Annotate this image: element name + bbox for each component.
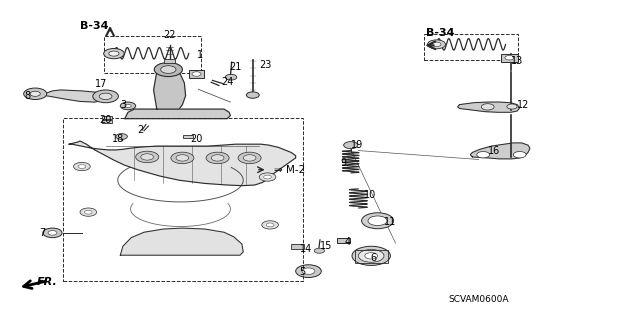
Circle shape xyxy=(171,152,194,164)
Circle shape xyxy=(154,63,182,77)
Text: SCVAM0600A: SCVAM0600A xyxy=(448,295,509,304)
Text: 22: 22 xyxy=(163,30,176,40)
Bar xyxy=(63,118,303,281)
Text: 17: 17 xyxy=(95,78,107,89)
Text: 9: 9 xyxy=(340,158,347,168)
Circle shape xyxy=(368,216,387,226)
Circle shape xyxy=(428,40,445,49)
Bar xyxy=(424,34,518,60)
Circle shape xyxy=(314,248,324,253)
Polygon shape xyxy=(125,109,230,119)
Circle shape xyxy=(296,265,321,278)
Circle shape xyxy=(74,162,90,171)
Text: 6: 6 xyxy=(370,253,376,263)
FancyBboxPatch shape xyxy=(102,116,112,119)
FancyBboxPatch shape xyxy=(337,238,350,243)
Text: 11: 11 xyxy=(384,217,396,227)
Circle shape xyxy=(513,152,526,158)
Circle shape xyxy=(243,155,256,161)
Circle shape xyxy=(24,88,47,100)
Text: 13: 13 xyxy=(511,56,523,66)
Text: 1: 1 xyxy=(197,50,204,60)
Circle shape xyxy=(161,66,176,73)
Circle shape xyxy=(432,42,441,47)
Circle shape xyxy=(362,213,394,229)
Circle shape xyxy=(93,90,118,103)
FancyBboxPatch shape xyxy=(189,70,204,78)
Circle shape xyxy=(43,228,62,238)
Text: FR.: FR. xyxy=(37,277,58,287)
Text: B-34: B-34 xyxy=(426,28,454,39)
Circle shape xyxy=(238,152,261,164)
Circle shape xyxy=(344,142,358,149)
Circle shape xyxy=(365,253,378,259)
Text: 12: 12 xyxy=(517,100,529,110)
Circle shape xyxy=(176,155,189,161)
Polygon shape xyxy=(458,102,520,112)
Text: 15: 15 xyxy=(320,241,332,251)
Circle shape xyxy=(206,152,229,164)
Circle shape xyxy=(481,104,494,110)
Circle shape xyxy=(99,93,112,100)
Polygon shape xyxy=(154,72,186,109)
Text: 7: 7 xyxy=(40,228,46,238)
Text: 19: 19 xyxy=(351,140,363,150)
Circle shape xyxy=(302,268,315,274)
Circle shape xyxy=(78,165,86,168)
FancyBboxPatch shape xyxy=(183,135,193,138)
Polygon shape xyxy=(42,90,108,102)
Text: 3: 3 xyxy=(120,100,127,110)
Text: 5: 5 xyxy=(300,267,306,277)
Circle shape xyxy=(505,56,514,60)
Circle shape xyxy=(246,92,259,98)
Text: ⇒ M-2: ⇒ M-2 xyxy=(274,165,305,175)
Text: 2: 2 xyxy=(138,125,144,135)
Text: 4: 4 xyxy=(344,237,351,247)
Circle shape xyxy=(125,104,131,108)
Text: 16: 16 xyxy=(488,145,500,156)
Circle shape xyxy=(211,155,224,161)
FancyBboxPatch shape xyxy=(501,54,518,62)
Circle shape xyxy=(225,74,237,80)
Text: 14: 14 xyxy=(300,244,312,255)
Circle shape xyxy=(120,102,136,110)
Circle shape xyxy=(116,134,127,139)
Text: 20: 20 xyxy=(99,115,111,125)
Circle shape xyxy=(262,221,278,229)
Circle shape xyxy=(136,151,159,163)
Circle shape xyxy=(109,51,119,56)
Text: 24: 24 xyxy=(221,77,233,87)
Circle shape xyxy=(264,175,271,179)
Circle shape xyxy=(358,249,384,262)
Circle shape xyxy=(48,231,57,235)
Text: 18: 18 xyxy=(112,134,124,144)
Bar xyxy=(104,36,201,73)
Circle shape xyxy=(507,104,517,109)
Text: 23: 23 xyxy=(259,60,271,70)
Text: B-34: B-34 xyxy=(81,20,109,31)
Circle shape xyxy=(266,223,274,227)
Circle shape xyxy=(104,48,124,59)
FancyBboxPatch shape xyxy=(102,120,112,123)
Polygon shape xyxy=(120,228,243,255)
Circle shape xyxy=(80,208,97,216)
Circle shape xyxy=(477,152,490,158)
FancyBboxPatch shape xyxy=(291,244,304,249)
FancyBboxPatch shape xyxy=(164,59,175,63)
Polygon shape xyxy=(470,143,530,159)
Text: 21: 21 xyxy=(229,62,241,72)
Polygon shape xyxy=(69,141,296,186)
Circle shape xyxy=(30,91,40,96)
Circle shape xyxy=(259,173,276,181)
Text: 20: 20 xyxy=(191,134,203,144)
Circle shape xyxy=(141,154,154,160)
Circle shape xyxy=(192,72,201,76)
Text: 10: 10 xyxy=(364,189,376,200)
Circle shape xyxy=(84,210,92,214)
Text: 8: 8 xyxy=(24,91,31,101)
Circle shape xyxy=(352,246,390,265)
